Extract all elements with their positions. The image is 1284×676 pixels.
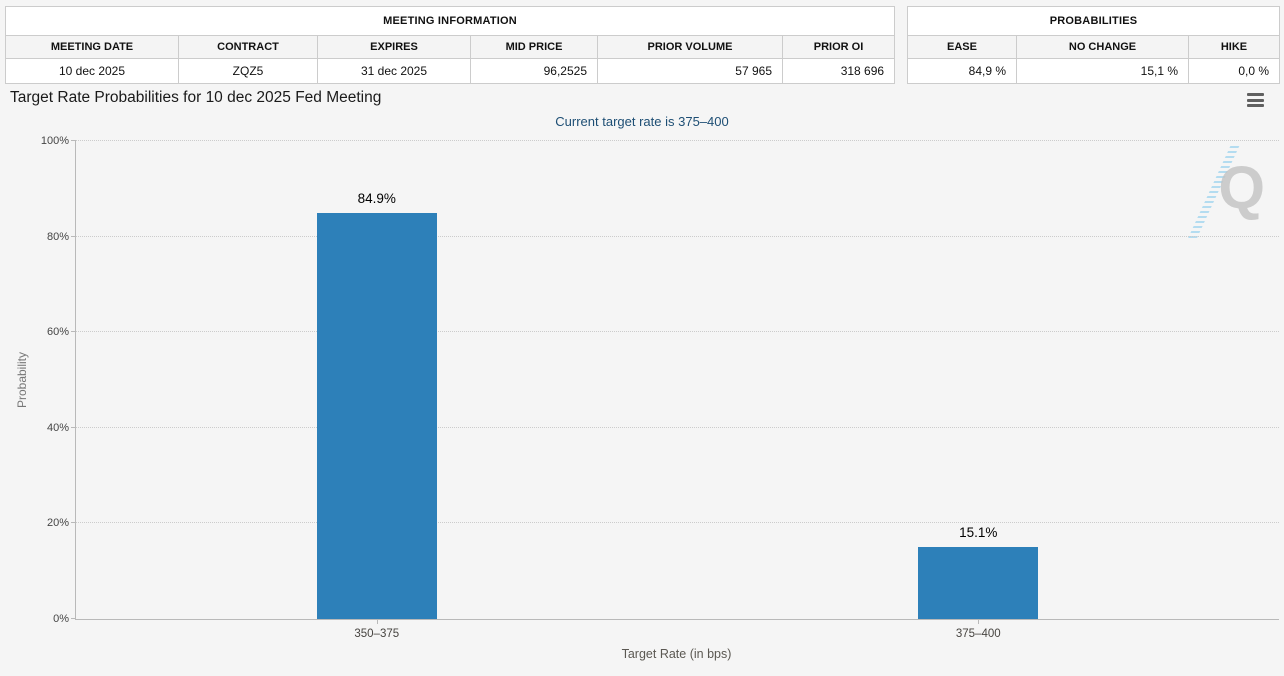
y-tick-label: 60%: [46, 326, 69, 339]
gridline: [76, 522, 1279, 524]
bar-350–375[interactable]: [316, 213, 437, 619]
probabilities-table: PROBABILITIES EASE NO CHANGE HIKE 84,9 %…: [907, 6, 1280, 84]
hamburger-line: [1247, 104, 1264, 107]
col-contract: CONTRACT: [178, 35, 318, 59]
x-tick-label: 375–400: [955, 628, 1001, 640]
col-hike: HIKE: [1188, 35, 1280, 59]
y-tick-label: 0%: [53, 613, 69, 625]
gridline: [76, 140, 1279, 141]
chart-panel: Target Rate Probabilities for 10 dec 202…: [0, 80, 1284, 676]
plot-area: Q 0% 20% 40% 60% 80% 100% 84.9% 350–375 15.1% 375…: [41, 135, 1279, 640]
watermark-q-icon: Q: [1218, 154, 1265, 221]
y-tick: [71, 522, 76, 524]
ease-value: 84,9 %: [907, 58, 1017, 84]
y-tick-label: 20%: [46, 517, 69, 530]
meeting-information-row: 10 dec 2025 ZQZ5 31 dec 2025 96,2525 57 …: [5, 58, 896, 84]
meeting-information-table: MEETING INFORMATION MEETING DATE CONTRAC…: [4, 6, 896, 84]
hamburger-line: [1247, 93, 1264, 96]
y-axis-title: Probability: [15, 351, 29, 409]
prior-volume-value: 57 965: [597, 58, 783, 84]
x-tick: [376, 619, 378, 624]
meeting-information-title: MEETING INFORMATION: [4, 6, 896, 36]
col-mid-price: MID PRICE: [470, 35, 598, 59]
probabilities-title: PROBABILITIES: [907, 6, 1280, 36]
y-tick: [71, 618, 76, 619]
quikstrike-watermark: Q: [1183, 146, 1265, 238]
col-prior-volume: PRIOR VOLUME: [597, 35, 783, 59]
mid-price-value: 96,2525: [470, 58, 598, 84]
x-axis-title: Target Rate (in bps): [621, 647, 732, 661]
hike-value: 0,0 %: [1188, 58, 1280, 84]
chart-title: Target Rate Probabilities for 10 dec 202…: [10, 89, 382, 106]
watermark-stripes-icon: [1188, 146, 1240, 238]
chart-menu-hamburger-icon[interactable]: [1247, 93, 1265, 110]
y-tick: [71, 331, 76, 333]
x-tick-label: 350–375: [354, 628, 400, 640]
col-expires: EXPIRES: [317, 35, 471, 59]
gridline: [76, 331, 1279, 333]
y-tick: [71, 235, 76, 237]
hamburger-line: [1247, 98, 1264, 102]
y-tick-label: 80%: [46, 230, 69, 243]
probabilities-row: 84,9 % 15,1 % 0,0 %: [907, 58, 1280, 84]
y-tick-label: 40%: [46, 421, 69, 434]
x-tick: [978, 619, 980, 624]
y-tick: [71, 140, 76, 141]
bar-375–400[interactable]: [918, 546, 1039, 619]
bar-value-label: 15.1%: [959, 524, 998, 540]
col-no-change: NO CHANGE: [1016, 35, 1189, 59]
gridline: [76, 426, 1279, 428]
y-tick-label: 100%: [40, 135, 69, 147]
prior-oi-value: 318 696: [781, 58, 896, 84]
gridline: [76, 235, 1279, 237]
chart-subtitle: Current target rate is 375–400: [555, 114, 729, 129]
col-prior-oi: PRIOR OI: [781, 35, 896, 59]
meeting-date-value: 10 dec 2025: [5, 58, 179, 84]
col-ease: EASE: [907, 35, 1017, 59]
bar-value-label: 84.9%: [357, 191, 396, 207]
expires-value: 31 dec 2025: [317, 58, 471, 84]
col-meeting-date: MEETING DATE: [5, 35, 179, 59]
y-tick: [71, 426, 76, 428]
no-change-value: 15,1 %: [1016, 58, 1189, 84]
